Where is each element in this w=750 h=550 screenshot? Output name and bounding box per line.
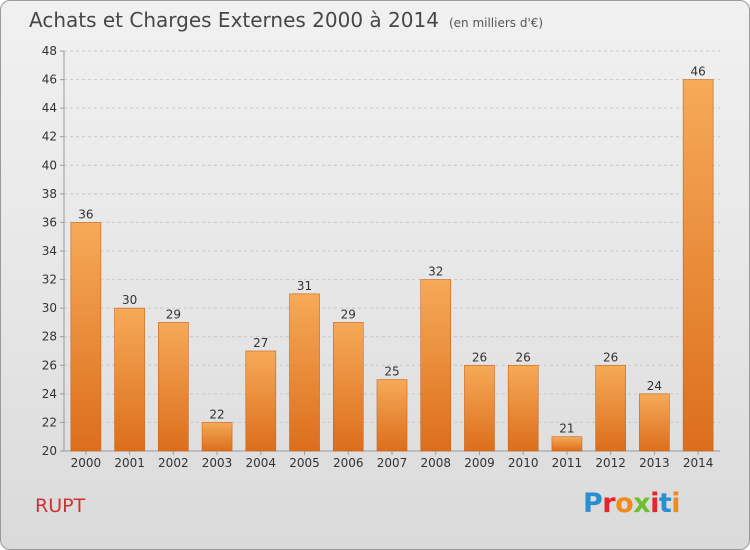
logo-letter: i	[650, 488, 659, 519]
bar	[245, 350, 277, 452]
data-label: 46	[690, 65, 705, 79]
y-tick-label: 44	[42, 101, 57, 115]
data-label: 29	[341, 307, 356, 321]
bar	[464, 364, 495, 452]
x-tick-label: 2006	[333, 456, 364, 470]
bar	[595, 364, 626, 452]
data-label: 25	[384, 365, 399, 379]
bar	[551, 436, 583, 452]
data-label: 24	[647, 379, 662, 393]
x-tick-label: 2009	[464, 456, 495, 470]
y-tick-label: 34	[42, 244, 57, 258]
x-tick-label: 2008	[420, 456, 451, 470]
data-label: 27	[253, 336, 268, 350]
logo-letter: i	[671, 488, 681, 519]
x-tick-label: 2010	[508, 456, 539, 470]
data-label: 32	[428, 265, 443, 279]
bar	[639, 393, 670, 452]
data-label: 36	[78, 207, 93, 221]
y-tick-label: 48	[42, 44, 57, 58]
data-label: 31	[297, 279, 312, 293]
chart-title: Achats et Charges Externes 2000 à 2014 (e…	[29, 8, 543, 32]
logo-letter: P	[583, 488, 603, 519]
bar	[289, 293, 320, 452]
y-tick-label: 22	[42, 415, 57, 429]
bar	[420, 279, 452, 452]
x-tick-label: 2002	[158, 456, 189, 470]
bar	[332, 322, 364, 452]
chart-subtitle: (en milliers d'€)	[448, 16, 544, 30]
data-label: 22	[209, 407, 224, 421]
data-label: 30	[122, 293, 137, 307]
y-tick-label: 40	[42, 158, 57, 172]
x-tick-label: 2007	[377, 456, 408, 470]
data-label: 26	[472, 350, 487, 364]
bar	[114, 307, 145, 452]
y-tick-label: 20	[42, 444, 57, 458]
data-label: 26	[516, 350, 531, 364]
logo-letter: r	[602, 488, 616, 519]
proxiti-logo: Proxiti	[583, 488, 681, 519]
bar	[158, 322, 189, 452]
y-tick-label: 42	[42, 130, 57, 144]
y-tick-label: 24	[42, 387, 57, 401]
y-tick-label: 46	[42, 73, 57, 87]
x-tick-label: 2004	[246, 456, 277, 470]
x-tick-label: 2000	[71, 456, 102, 470]
y-tick-label: 32	[42, 273, 57, 287]
y-tick-label: 30	[42, 301, 57, 315]
x-tick-label: 2014	[683, 456, 714, 470]
chart-title-text: Achats et Charges Externes 2000 à 2014	[29, 8, 439, 32]
logo-letter: x	[633, 488, 651, 519]
data-label: 21	[559, 422, 574, 436]
y-tick-label: 38	[42, 187, 57, 201]
y-tick-label: 26	[42, 358, 57, 372]
x-tick-label: 2001	[114, 456, 145, 470]
bar	[201, 422, 233, 452]
bar	[507, 364, 539, 452]
bar	[682, 79, 714, 452]
x-tick-label: 2012	[595, 456, 626, 470]
place-name: RUPT	[35, 495, 86, 517]
data-label: 29	[166, 307, 181, 321]
y-tick-label: 36	[42, 215, 57, 229]
x-tick-label: 2003	[202, 456, 233, 470]
logo-letter: t	[658, 488, 672, 519]
y-tick-label: 28	[42, 330, 57, 344]
logo-letter: o	[615, 488, 634, 519]
bar	[70, 222, 102, 452]
bar	[376, 379, 408, 452]
data-label: 26	[603, 350, 618, 364]
x-tick-label: 2005	[289, 456, 320, 470]
x-tick-label: 2011	[552, 456, 583, 470]
x-tick-label: 2013	[639, 456, 670, 470]
